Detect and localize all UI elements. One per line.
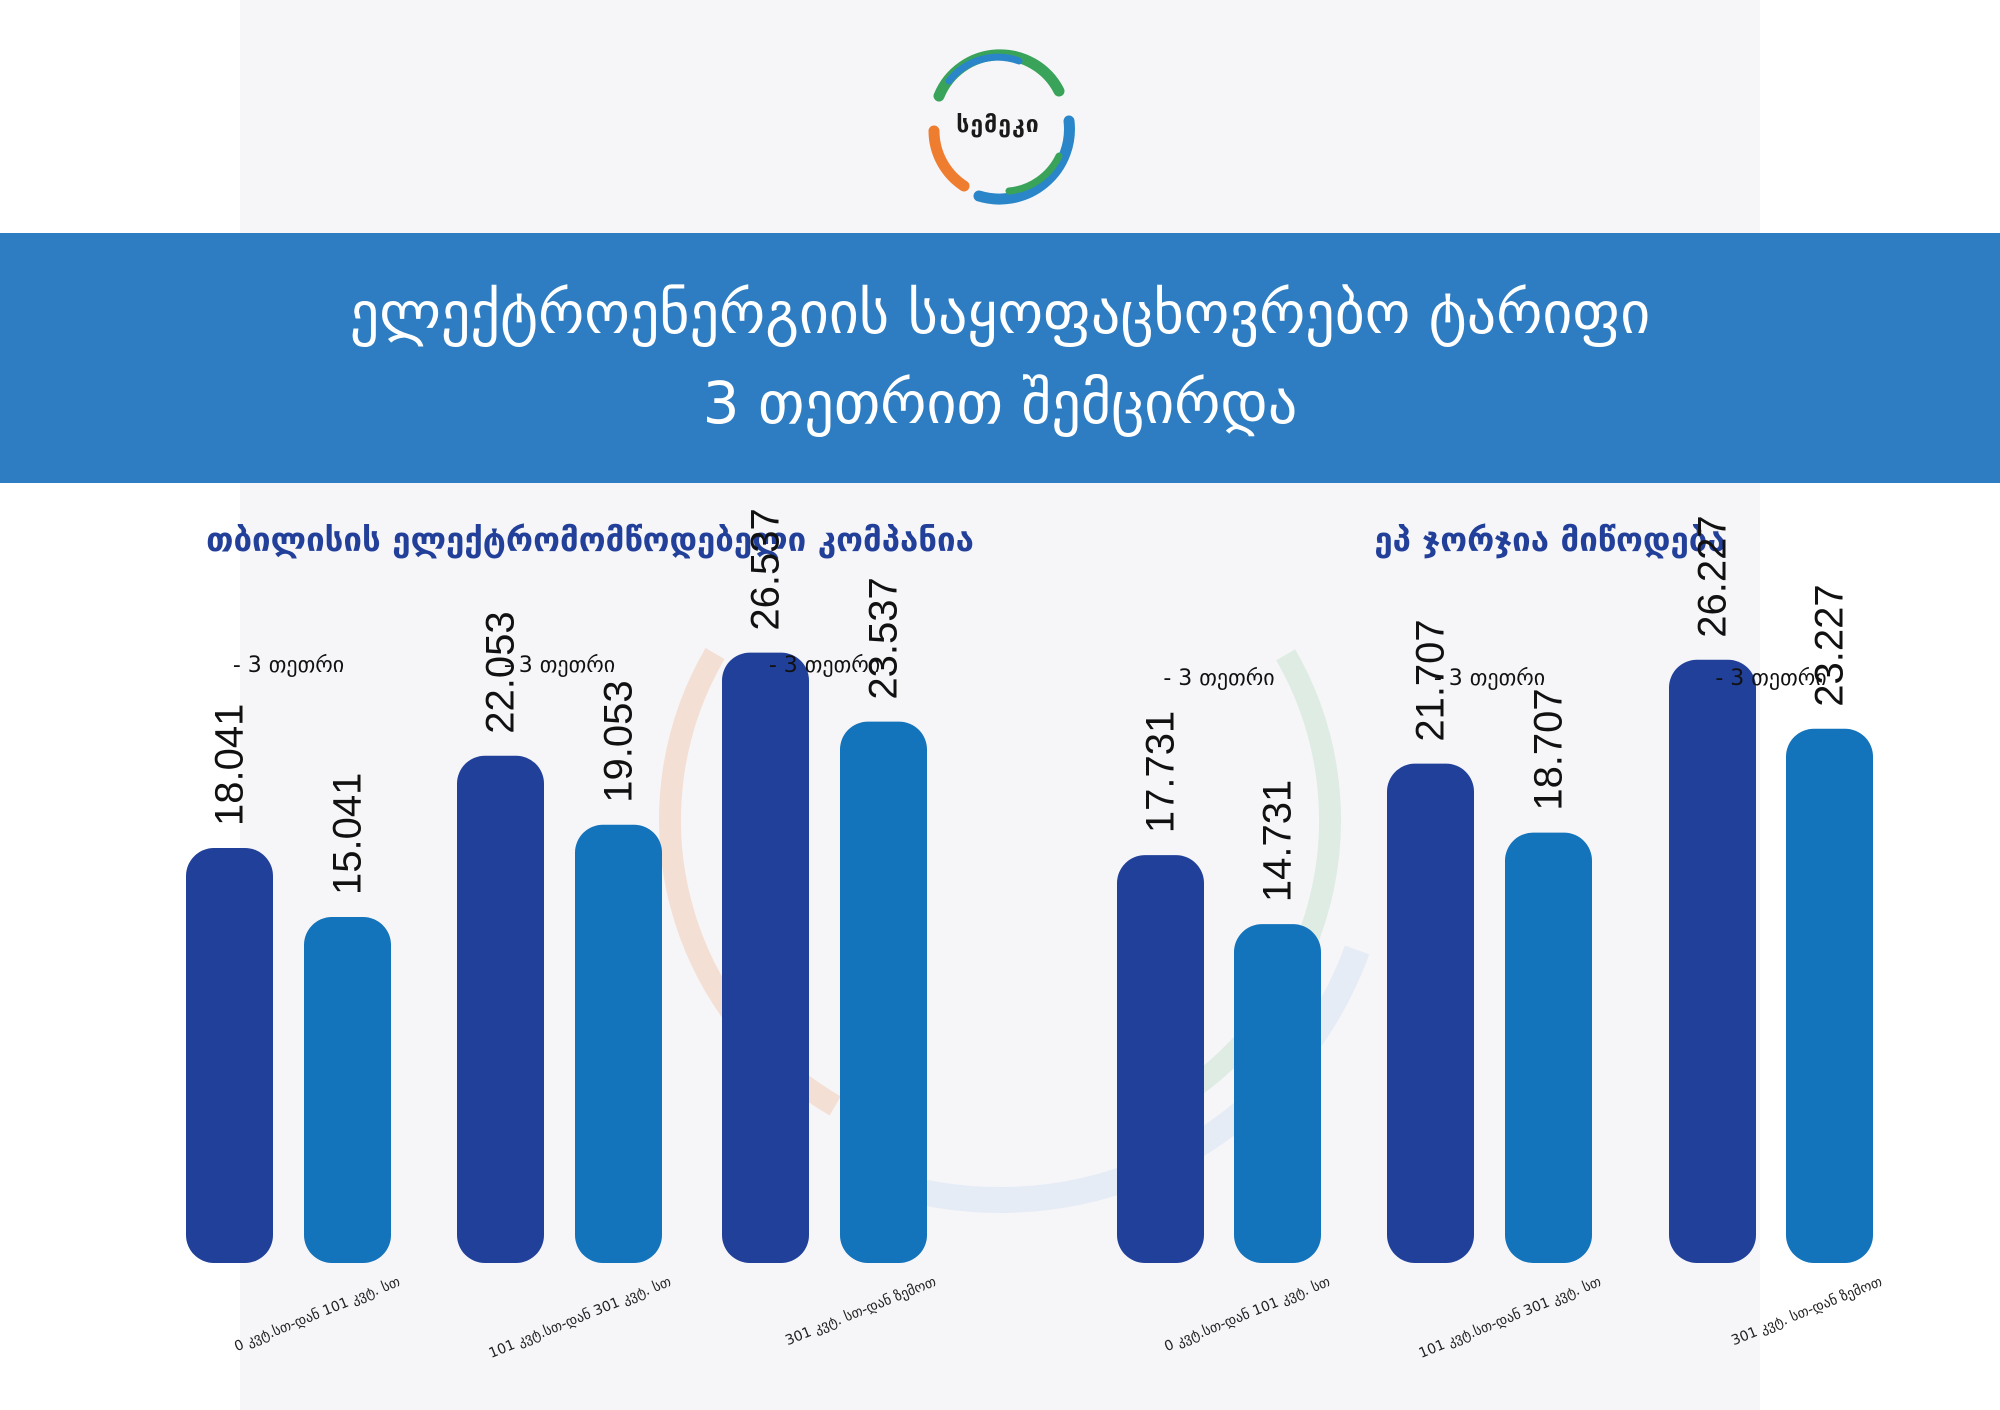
bar-0-1-0 (457, 755, 544, 1263)
logo-ring-icon (928, 49, 1075, 205)
bar-1-2-0 (1669, 659, 1756, 1263)
bar-1-1-0 (1387, 763, 1474, 1263)
logo-text: სემეკი (956, 112, 1040, 138)
bar-1-2-1 (1786, 728, 1873, 1263)
value-label-0-2-1: 23.537 (862, 577, 906, 699)
value-label-0-1-0: 22.053 (479, 611, 523, 733)
bar-0-2-0 (722, 652, 809, 1263)
value-label-0-0-0: 18.041 (208, 704, 252, 826)
bar-0-1-1 (575, 824, 662, 1263)
category-label-1-2: 301 კვტ. სთ-დან ზემოთ (1729, 1274, 1884, 1349)
annotation-1-2: - 3 თეთრი (1715, 666, 1826, 691)
bar-0-0-0 (186, 848, 273, 1263)
annotation-0-0: - 3 თეთრი (233, 653, 344, 678)
header-title-line2: 3 თეთრით შემცირდა (702, 369, 1298, 437)
category-label-0-0: 0 კვტ.სთ-დან 101 კვტ. სთ (232, 1274, 402, 1355)
chart-title-telasi: თბილისის ელექტრომომწოდებელი კომპანია (206, 520, 974, 559)
value-label-1-0-0: 17.731 (1139, 711, 1183, 833)
value-label-1-0-1: 14.731 (1256, 780, 1300, 902)
value-label-1-2-1: 23.227 (1808, 584, 1852, 706)
value-label-1-1-0: 21.707 (1409, 619, 1453, 741)
annotation-1-1: - 3 თეთრი (1434, 666, 1545, 691)
bar-0-2-1 (840, 721, 927, 1263)
logo: სემეკი (909, 36, 1087, 214)
category-label-0-1: 101 კვტ.სთ-დან 301 კვტ. სთ (487, 1274, 674, 1362)
annotation-0-1: - 3 თეთრი (504, 653, 615, 678)
bar-1-0-1 (1234, 924, 1321, 1263)
header-banner: ელექტროენერგიის საყოფაცხოვრებო ტარიფი 3 … (0, 233, 2000, 483)
value-label-1-1-1: 18.707 (1527, 688, 1571, 810)
bar-1-0-0 (1117, 855, 1204, 1263)
header-title-line1: ელექტროენერგიის საყოფაცხოვრებო ტარიფი (349, 279, 1651, 347)
category-label-1-0: 0 კვტ.სთ-დან 101 კვტ. სთ (1162, 1274, 1332, 1355)
category-label-0-2: 301 კვტ. სთ-დან ზემოთ (783, 1274, 938, 1349)
category-label-1-1: 101 კვტ.სთ-დან 301 კვტ. სთ (1417, 1274, 1604, 1362)
value-label-1-2-0: 26.227 (1691, 515, 1735, 637)
bar-0-0-1 (304, 917, 391, 1263)
annotation-0-2: - 3 თეთრი (769, 653, 880, 678)
value-label-0-1-1: 19.053 (597, 680, 641, 802)
bar-1-1-1 (1505, 832, 1592, 1263)
chart-title-epgeorgia: ეპ ჯორჯია მიწოდება (1374, 520, 1726, 559)
value-label-0-2-0: 26.537 (744, 508, 788, 630)
value-label-0-0-1: 15.041 (326, 773, 370, 895)
annotation-1-0: - 3 თეთრი (1163, 666, 1274, 691)
